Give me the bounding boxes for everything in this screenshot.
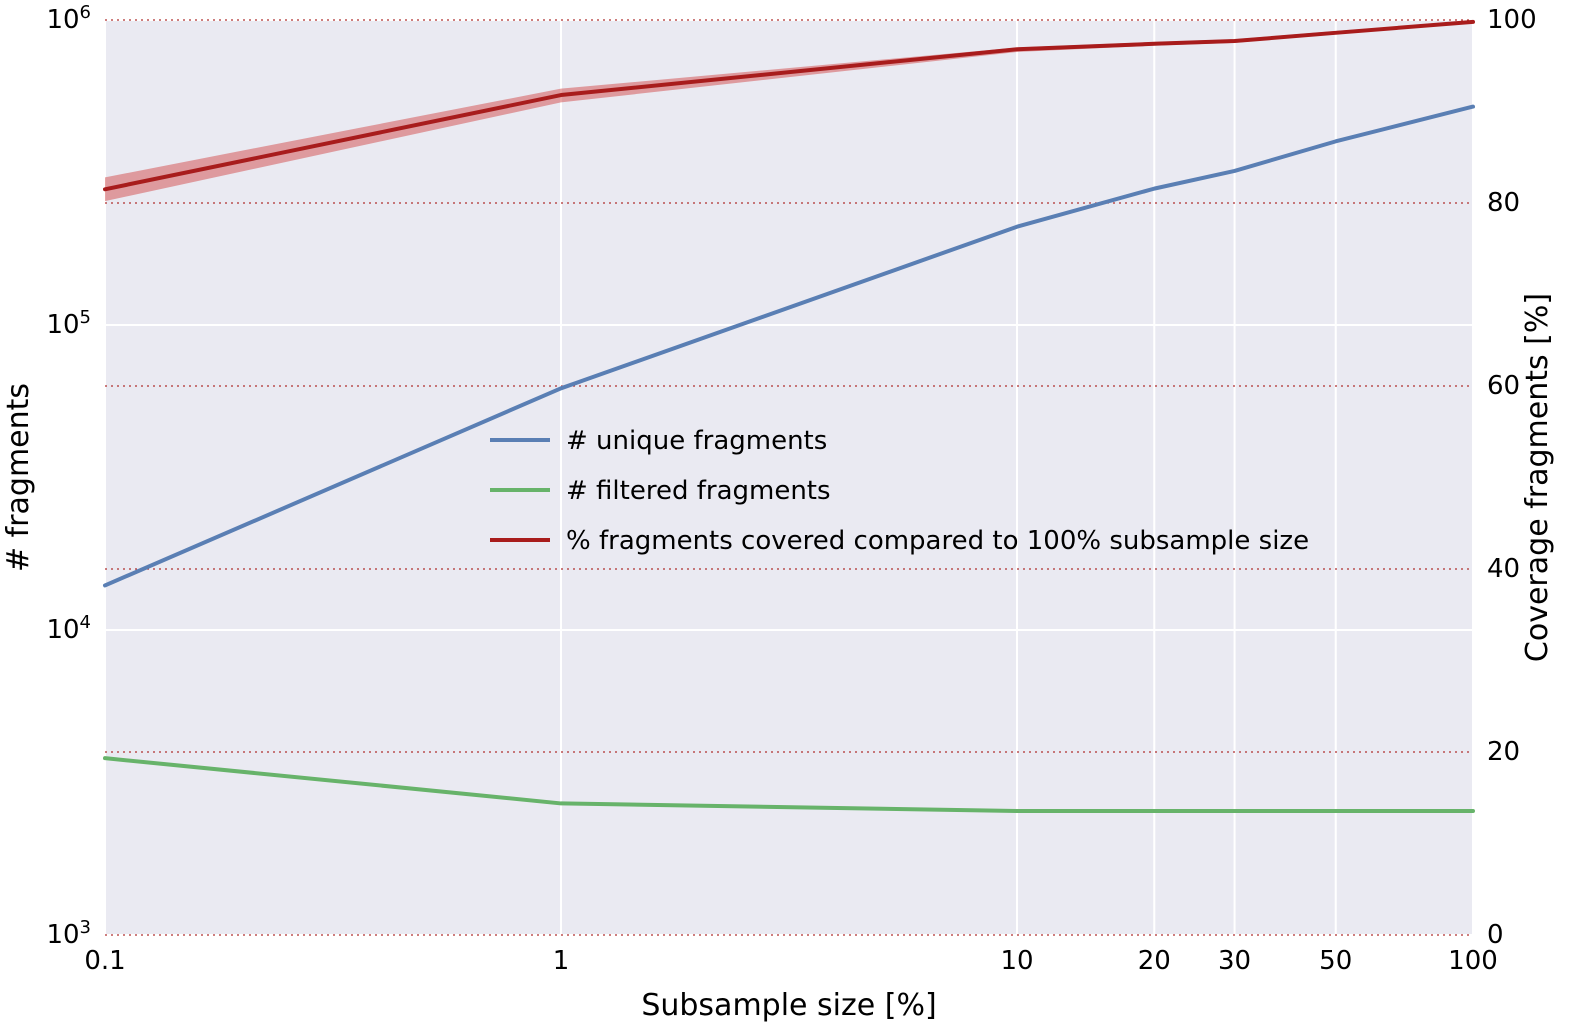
y-right-tick-label: 60 xyxy=(1487,371,1520,401)
legend-label-unique_fragments: # unique fragments xyxy=(566,426,827,456)
x-tick-label: 100 xyxy=(1448,946,1498,976)
legend-label-filtered_fragments: # filtered fragments xyxy=(566,476,831,506)
y-right-axis-label: Coverage fragments [%] xyxy=(1520,293,1555,662)
y-right-tick-label: 80 xyxy=(1487,188,1520,218)
x-tick-label: 30 xyxy=(1218,946,1251,976)
y-right-tick-label: 20 xyxy=(1487,737,1520,767)
y-left-axis-label: # fragments xyxy=(1,383,36,572)
x-axis-label: Subsample size [%] xyxy=(641,988,936,1023)
x-tick-label: 1 xyxy=(553,946,570,976)
y-right-tick-label: 100 xyxy=(1487,5,1537,35)
legend-label-coverage: % fragments covered compared to 100% sub… xyxy=(566,526,1309,556)
y-right-tick-label: 0 xyxy=(1487,920,1504,950)
chart-container: 0.1110203050100Subsample size [%]1031041… xyxy=(0,0,1571,1035)
x-tick-label: 50 xyxy=(1319,946,1352,976)
y-right-tick-label: 40 xyxy=(1487,554,1520,584)
x-tick-label: 20 xyxy=(1138,946,1171,976)
x-tick-label: 0.1 xyxy=(84,946,125,976)
x-tick-label: 10 xyxy=(1000,946,1033,976)
chart-svg: 0.1110203050100Subsample size [%]1031041… xyxy=(0,0,1571,1035)
